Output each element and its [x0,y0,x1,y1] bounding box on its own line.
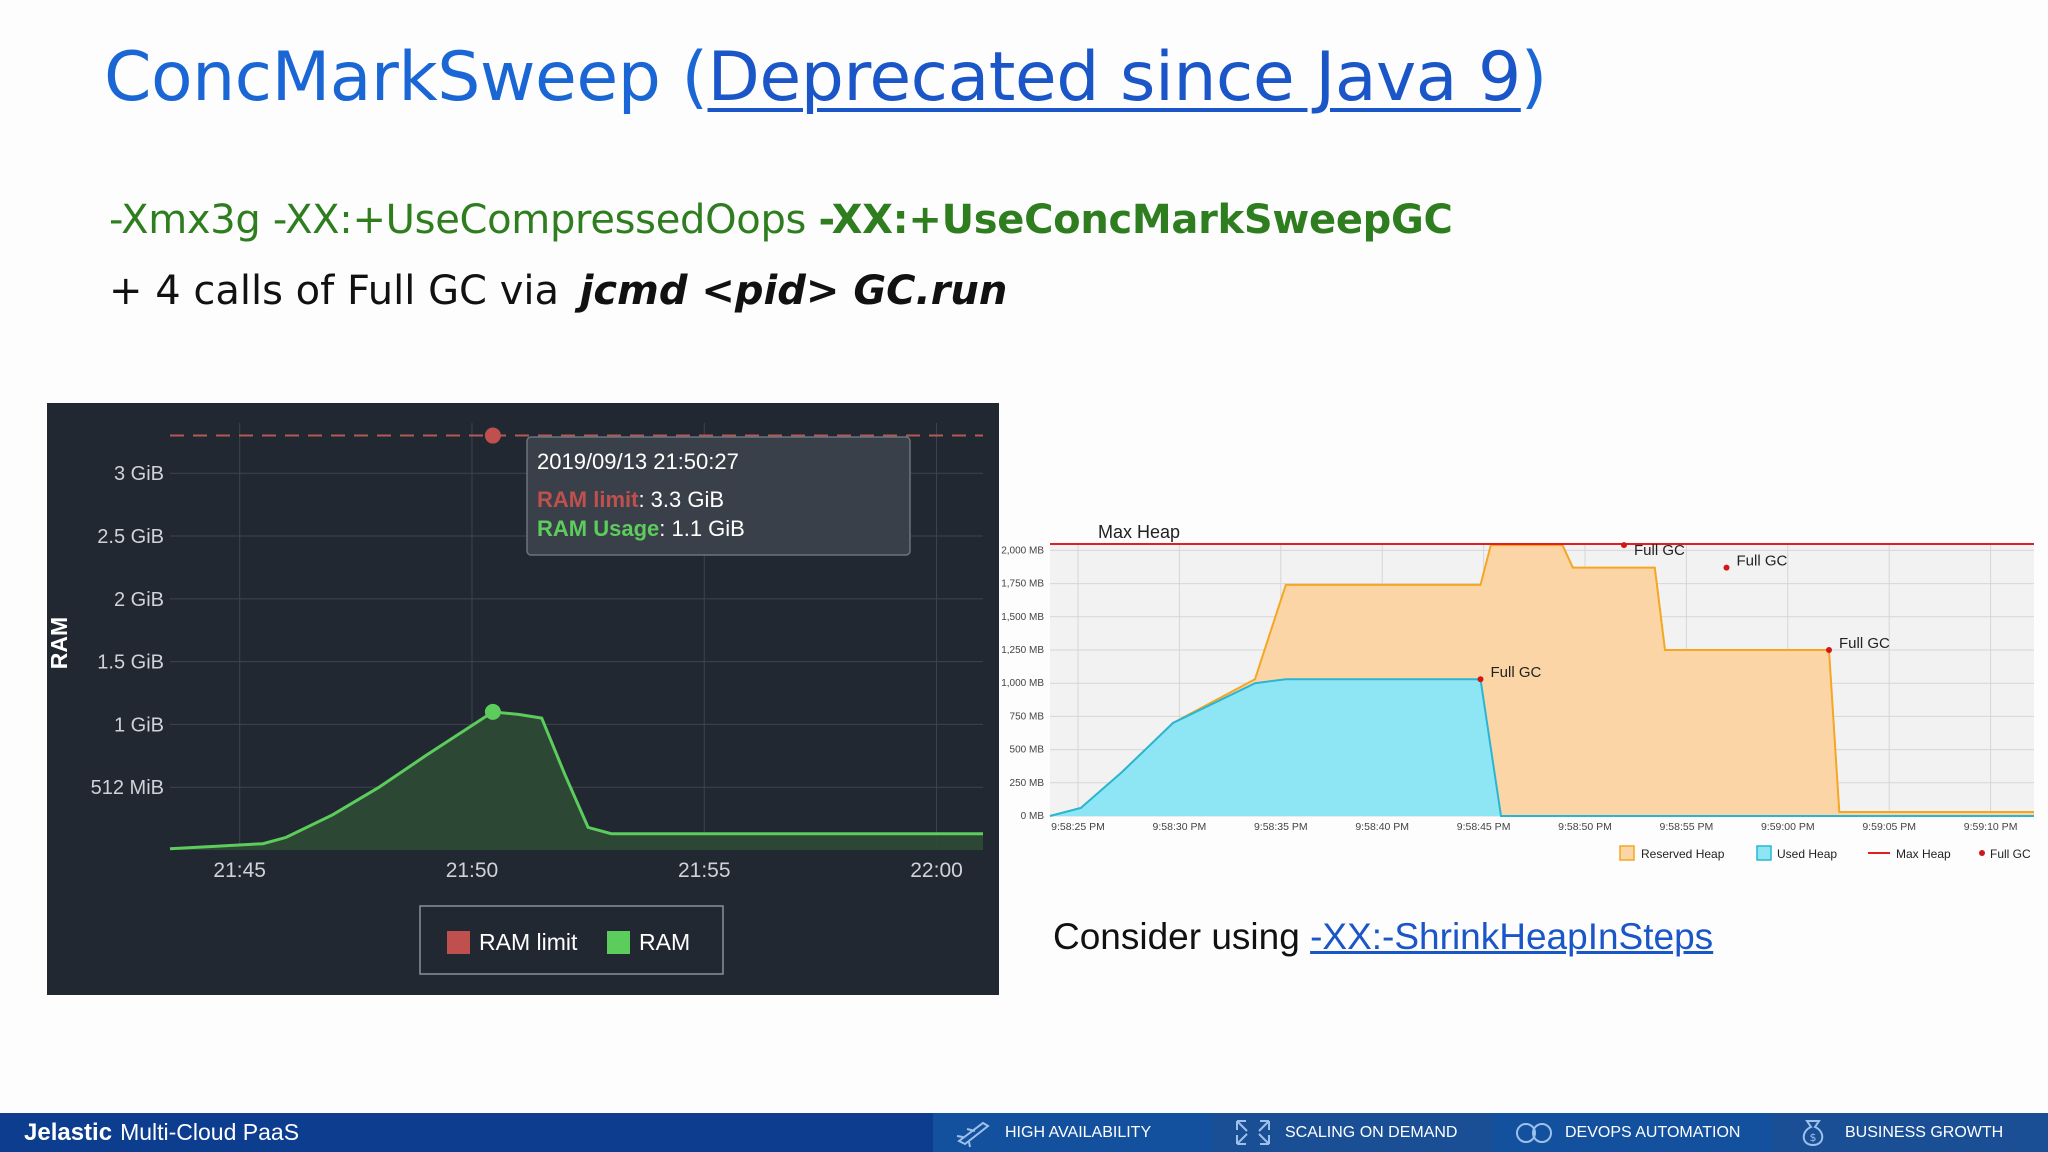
x-tick-label: 9:59:00 PM [1761,821,1815,833]
footer-item-label: DEVOPS AUTOMATION [1565,1124,1741,1141]
tooltip-time: 2019/09/13 21:50:27 [537,449,739,474]
jvm-options-line: -Xmx3g -XX:+UseCompressedOops -XX:+UseCo… [109,197,1453,243]
x-tick-label: 9:58:45 PM [1457,821,1511,833]
legend-label-ram: RAM [639,929,690,955]
y-tick-label: 2 GiB [114,589,164,611]
ram-limit-point [484,427,501,444]
legend-label-max-heap: Max Heap [1896,847,1951,861]
tooltip-box [526,436,911,556]
legend-label-ram-limit: RAM limit [479,929,578,955]
title-prefix: ConcMarkSweep ( [104,38,708,117]
legend-swatch-ram [607,931,630,954]
calls-text: + 4 calls of Full GC via [109,268,572,314]
y-axis-label: RAM [47,617,72,669]
x-tick-label: 9:58:25 PM [1051,821,1105,833]
y-tick-label: 2.5 GiB [97,526,164,548]
legend-swatch-reserved-heap [1619,845,1635,861]
shrink-heap-link[interactable]: -XX:-ShrinkHeapInSteps [1310,916,1714,957]
y-tick-label: 1.5 GiB [97,652,164,674]
footer-high-availability: HIGH AVAILABILITY [933,1113,1213,1152]
y-tick-label: 0 MB [1021,811,1045,822]
legend-swatch-full-gc [1979,850,1985,856]
footer-bar: Jelastic Multi-Cloud PaaS HIGH AVAILABILI… [0,1113,2048,1152]
y-tick-label: 500 MB [1010,745,1045,756]
footer-item-label: HIGH AVAILABILITY [1005,1124,1152,1141]
x-tick-label: 9:58:40 PM [1355,821,1409,833]
footer-devops: DEVOPS AUTOMATION [1493,1113,1773,1152]
consider-text: Consider using [1053,916,1311,957]
full-gc-point [1826,646,1832,653]
x-tick-label: 9:58:30 PM [1153,821,1207,833]
slide-title: ConcMarkSweep (Deprecated since Java 9) [104,38,1547,117]
title-suffix: ) [1520,38,1548,117]
x-tick-label: 9:59:05 PM [1862,821,1916,833]
max-heap-annotation: Max Heap [1098,522,1180,542]
ram-usage-area [170,711,983,850]
full-gc-point [1477,676,1484,683]
tooltip-limit-row: RAM limit: 3.3 GiB [537,487,724,512]
ram-usage-point [484,703,501,720]
deprecated-link[interactable]: Deprecated since Java 9 [707,38,1522,117]
legend-label-used-heap: Used Heap [1777,847,1837,861]
x-tick-label: 9:59:10 PM [1964,821,2018,833]
y-tick-label: 1 GiB [114,714,164,736]
airplane-icon [956,1121,990,1148]
y-tick-label: 3 GiB [114,463,164,485]
legend-label-reserved-heap: Reserved Heap [1641,847,1725,861]
y-tick-label: 1,250 MB [1001,645,1044,656]
y-tick-label: 1,750 MB [1001,579,1044,590]
heap-chart: 0 MB 250 MB 500 MB 750 MB 1,000 MB 1,250 MB 1,… [1001,522,2034,861]
consider-note: Consider using -XX:-ShrinkHeapInSteps [1053,916,1713,958]
full-gc-point [1621,542,1627,549]
x-tick-label: 22:00 [910,859,963,882]
y-tick-label: 1,500 MB [1001,612,1044,623]
footer-scaling: SCALING ON DEMAND [1213,1113,1493,1152]
full-gc-calls-line: + 4 calls of Full GC via jcmd <pid> GC.r… [109,268,1007,314]
legend-box [419,905,724,975]
y-tick-label: 1,000 MB [1001,678,1044,689]
footer-brand: Jelastic Multi-Cloud PaaS [24,1113,299,1152]
full-gc-point [1723,564,1730,571]
full-gc-label: Full GC [1491,664,1542,681]
full-gc-label: Full GC [1839,635,1890,652]
used-heap-area [1050,679,2034,816]
y-tick-label: 512 MiB [91,777,164,799]
ram-usage-line [169,710,983,851]
ram-chart: 512 MiB 1 GiB 1.5 GiB 2 GiB 2.5 GiB 3 GiB 21:4… [47,403,999,995]
footer-business-growth: $ BUSINESS GROWTH [1773,1113,2048,1152]
legend-label-full-gc: Full GC [1990,847,2031,861]
y-tick-label: 750 MB [1010,711,1045,722]
footer-item-label: BUSINESS GROWTH [1845,1124,2004,1141]
full-gc-label: Full GC [1737,553,1788,570]
svg-text:$: $ [1810,1131,1817,1144]
x-tick-label: 21:50 [446,859,499,882]
infinity-icon [1516,1123,1552,1143]
jcmd-command: jcmd <pid> GC.run [579,268,1008,314]
legend-swatch-ram-limit [447,931,470,954]
legend-swatch-used-heap [1756,845,1772,861]
full-gc-label: Full GC [1634,542,1685,559]
x-tick-label: 9:58:50 PM [1558,821,1612,833]
scaling-icon [1236,1120,1270,1145]
jvm-options-normal: -Xmx3g -XX:+UseCompressedOops [109,197,819,243]
jvm-options-gc-flag: -XX:+UseConcMarkSweepGC [818,197,1453,243]
x-tick-label: 9:58:35 PM [1254,821,1308,833]
footer-subtitle: Multi-Cloud PaaS [120,1119,300,1145]
used-heap-line [1049,678,2034,817]
x-tick-label: 9:58:55 PM [1660,821,1714,833]
x-tick-label: 21:45 [213,859,266,882]
tooltip-usage-row: RAM Usage: 1.1 GiB [537,516,745,541]
y-tick-label: 250 MB [1010,778,1045,789]
x-tick-label: 21:55 [678,859,731,882]
y-tick-label: 2,000 MB [1001,545,1044,556]
jelastic-logo: Jelastic [24,1119,113,1146]
money-bag-icon: $ [1802,1120,1824,1147]
footer-item-label: SCALING ON DEMAND [1285,1124,1458,1141]
